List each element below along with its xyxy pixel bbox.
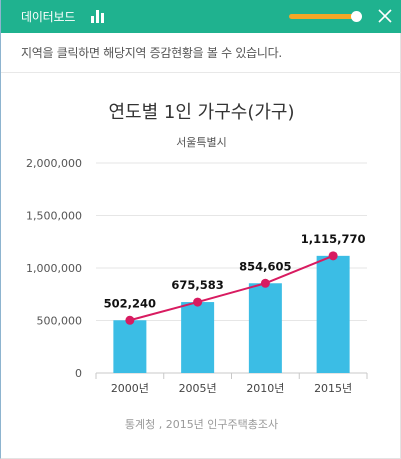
x-tick-label: 2010년: [246, 382, 284, 395]
header-bar: 데이터보드: [1, 0, 401, 33]
data-label: 675,583: [171, 278, 223, 292]
chart-subtitle: 서울특별시: [176, 136, 227, 149]
data-label: 1,115,770: [301, 232, 366, 246]
line-point: [193, 297, 203, 307]
y-tick-label: 500,000: [37, 315, 83, 328]
line-point: [328, 251, 338, 261]
y-tick-label: 0: [75, 367, 82, 380]
line-point: [260, 278, 270, 288]
instruction-text: 지역을 클릭하면 해당지역 증감현황을 볼 수 있습니다.: [21, 46, 282, 60]
source-text: 통계청 , 2015년 인구주택총조사: [124, 418, 279, 431]
chart-title: 연도별 1인 가구수(가구): [108, 102, 295, 123]
line-series: [129, 254, 334, 322]
y-tick-label: 2,000,000: [26, 157, 82, 170]
line-point: [125, 315, 135, 325]
bar: [113, 320, 147, 373]
opacity-slider[interactable]: [289, 11, 362, 22]
household-chart: 0 500,000 1,000,000 1,500,000 2,000,000 2000년…: [26, 157, 368, 395]
y-tick-label: 1,500,000: [26, 210, 82, 223]
x-tick-label: 2005년: [179, 382, 217, 395]
bar: [316, 255, 350, 373]
header-title: 데이터보드: [21, 10, 76, 24]
data-label: 854,605: [239, 259, 291, 273]
close-icon[interactable]: [377, 8, 393, 24]
bar-chart-icon: [91, 10, 104, 23]
y-tick-label: 1,000,000: [26, 262, 82, 275]
bar: [181, 302, 215, 373]
slider-knob[interactable]: [351, 11, 362, 22]
data-label: 502,240: [104, 296, 156, 310]
divider: [1, 72, 401, 73]
slider-track[interactable]: [289, 14, 357, 19]
bar: [248, 283, 282, 373]
x-tick-label: 2015년: [314, 382, 352, 395]
x-tick-label: 2000년: [111, 382, 149, 395]
